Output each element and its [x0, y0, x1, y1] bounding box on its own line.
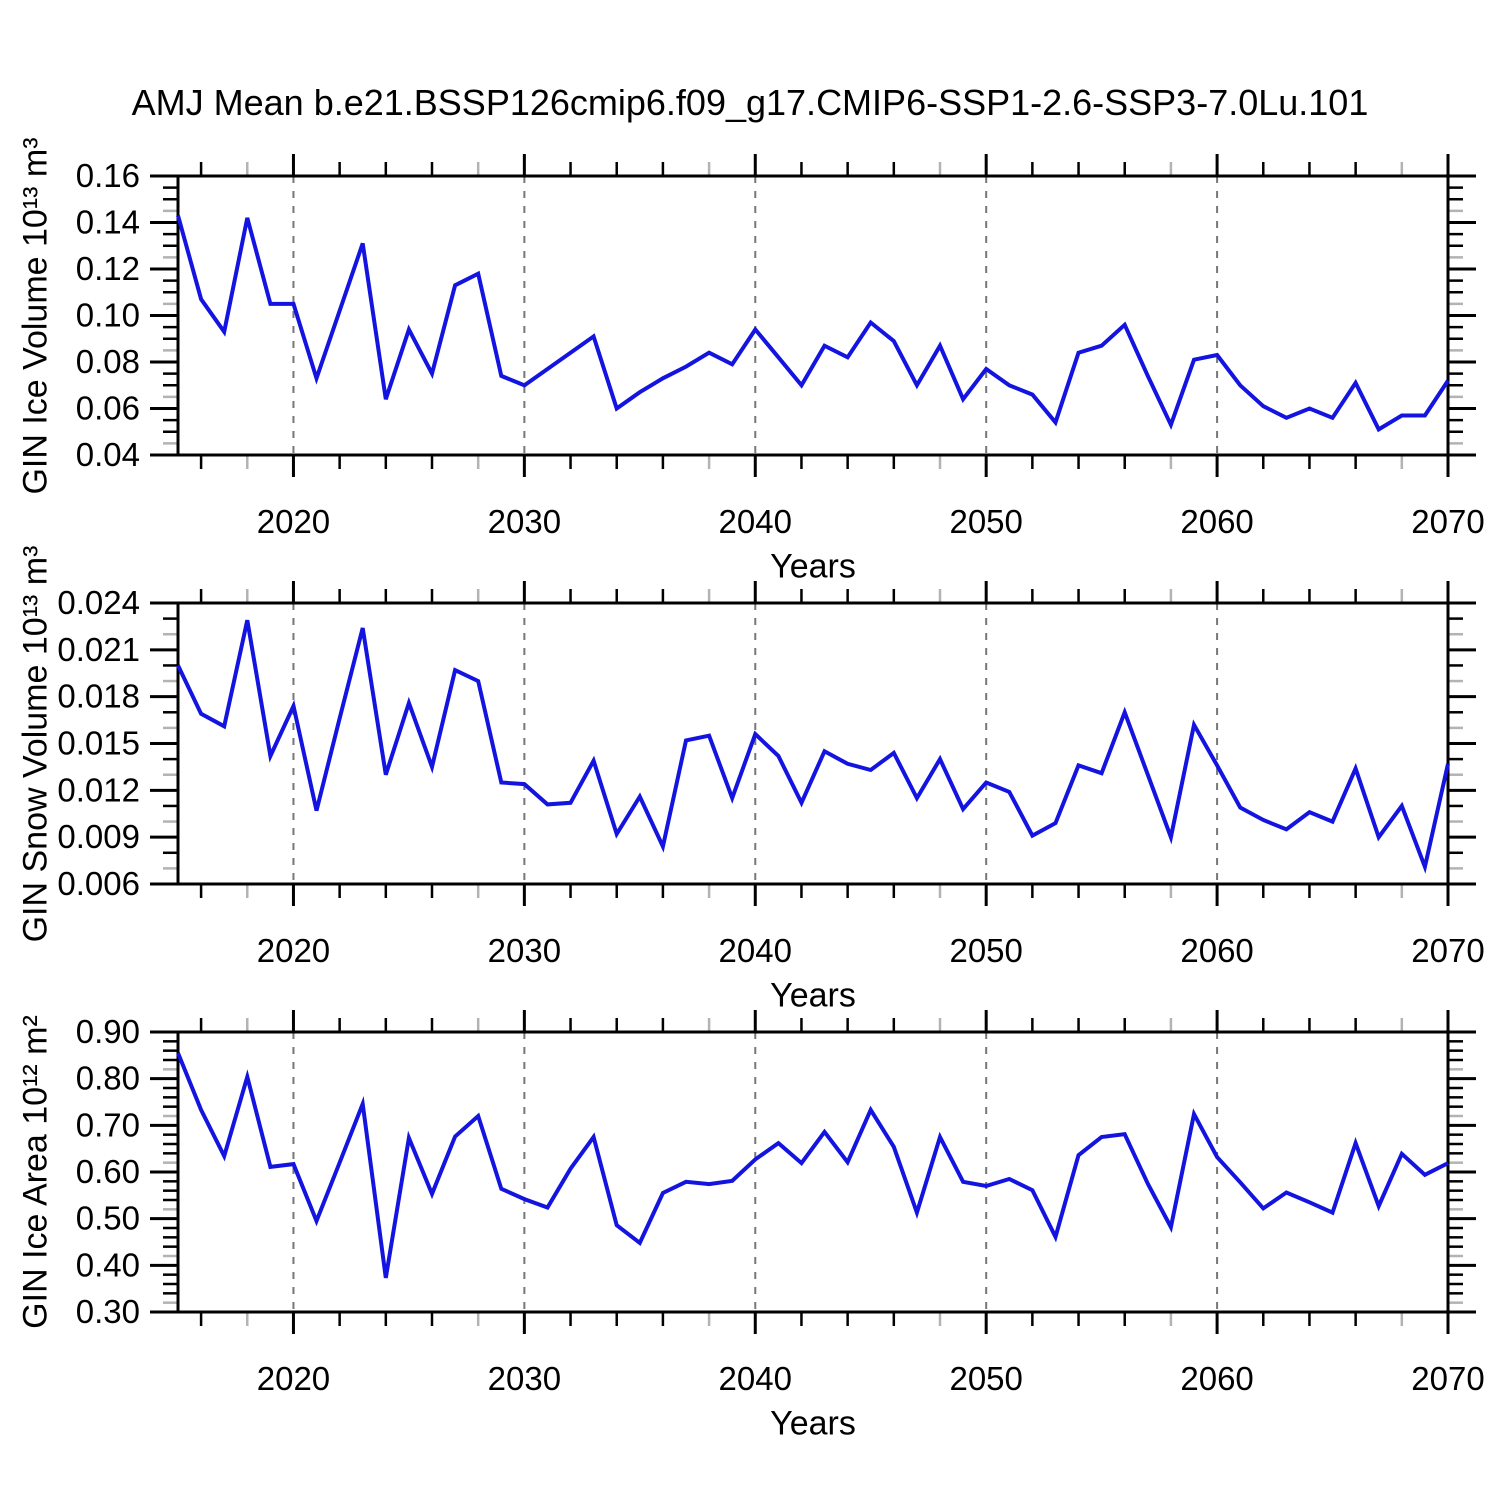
x-tick-label-2040: 2040 — [719, 932, 792, 969]
y-axis-label-ice-area: GIN Ice Area 10¹² m² — [16, 1015, 55, 1329]
x-tick-label-2060: 2060 — [1180, 1360, 1253, 1397]
x-tick-label-2020: 2020 — [257, 932, 330, 969]
panel-ice-area: 2020 2030 2040 2050 2060 2070 0.90 0.80 0.70 0.60… — [76, 1010, 1485, 1397]
y-tick-label: 0.50 — [76, 1200, 140, 1237]
chart-title: AMJ Mean b.e21.BSSP126cmip6.f09_g17.CMIP… — [131, 82, 1369, 123]
y-tick-label: 0.40 — [76, 1246, 140, 1283]
x-tick-label-2020: 2020 — [257, 1360, 330, 1397]
x-tick-label-2020: 2020 — [257, 503, 330, 540]
y-axis-label-ice-volume: GIN Ice Volume 10¹³ m³ — [16, 137, 55, 495]
x-tick-label-2060: 2060 — [1180, 503, 1253, 540]
x-axis-label-years-panel1: Years — [770, 547, 856, 586]
panel-ice-volume: 2020 2030 2040 2050 2060 2070 0.16 0.14 0.12 0.10… — [76, 154, 1485, 540]
y-tick-label: 0.60 — [76, 1153, 140, 1190]
x-tick-label-2030: 2030 — [488, 1360, 561, 1397]
y-tick-label: 0.70 — [76, 1106, 140, 1143]
y-tick-label: 0.015 — [57, 725, 140, 762]
x-tick-label-2030: 2030 — [488, 503, 561, 540]
data-line-ice-area — [176, 1052, 1449, 1279]
x-tick-label-2030: 2030 — [488, 932, 561, 969]
y-tick-label: 0.012 — [57, 771, 140, 808]
y-tick-label: 0.06 — [76, 390, 140, 427]
x-tick-label-2050: 2050 — [949, 1360, 1022, 1397]
x-tick-label-2040: 2040 — [719, 1360, 792, 1397]
y-tick-label: 0.14 — [76, 204, 140, 241]
panel-snow-volume: 2020 2030 2040 2050 2060 2070 0.024 0.021 0.018 0… — [57, 581, 1485, 969]
x-tick-label-2070: 2070 — [1411, 1360, 1484, 1397]
y-tick-label: 0.10 — [76, 297, 140, 334]
y-tick-label: 0.04 — [76, 436, 140, 473]
y-tick-label: 0.006 — [57, 865, 140, 902]
data-line-snow-volume — [176, 619, 1450, 874]
data-line-ice-volume — [176, 214, 1450, 433]
y-tick-label: 0.12 — [76, 250, 140, 287]
y-tick-label: 0.80 — [76, 1060, 140, 1097]
x-tick-label-2050: 2050 — [949, 932, 1022, 969]
y-tick-label: 0.024 — [57, 584, 140, 621]
y-tick-label: 0.009 — [57, 818, 140, 855]
y-tick-label: 0.16 — [76, 157, 140, 194]
x-axis-label-years-panel2: Years — [770, 976, 856, 1015]
y-tick-label: 0.90 — [76, 1013, 140, 1050]
x-axis-label-years-panel3: Years — [770, 1404, 856, 1443]
plot-border — [176, 174, 1450, 457]
x-tick-label-2070: 2070 — [1411, 503, 1484, 540]
plot-border — [176, 1030, 1450, 1314]
y-tick-label: 0.018 — [57, 678, 140, 715]
x-tick-label-2040: 2040 — [719, 503, 792, 540]
y-tick-label: 0.08 — [76, 343, 140, 380]
y-tick-label: 0.30 — [76, 1293, 140, 1330]
x-tick-label-2070: 2070 — [1411, 932, 1484, 969]
y-axis-label-snow-volume: GIN Snow Volume 10¹³ m³ — [16, 545, 55, 943]
x-tick-label-2050: 2050 — [949, 503, 1022, 540]
plot-border — [176, 601, 1450, 886]
x-tick-label-2060: 2060 — [1180, 932, 1253, 969]
y-tick-label: 0.021 — [57, 631, 140, 668]
